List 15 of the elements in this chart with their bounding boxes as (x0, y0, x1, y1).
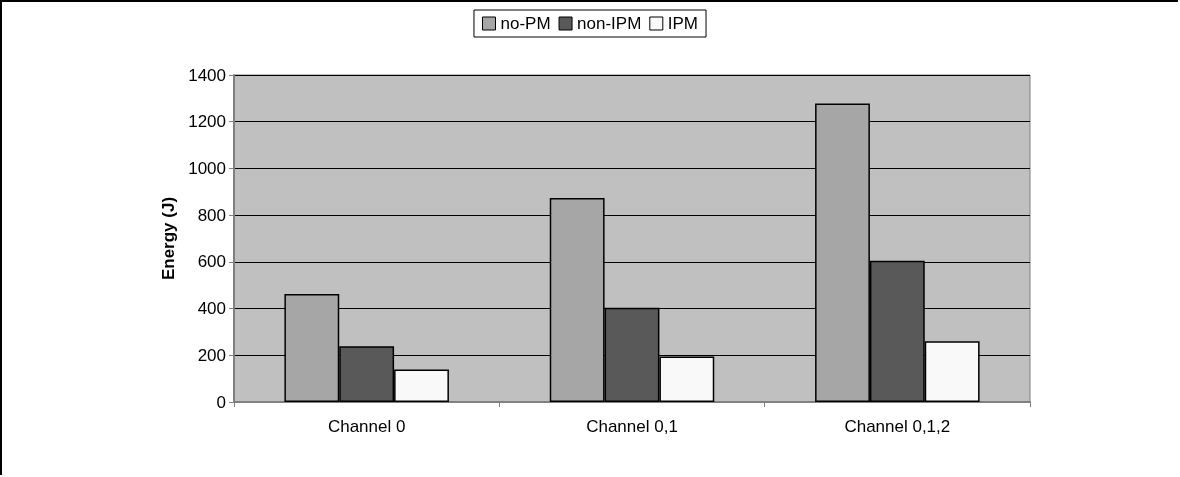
y-tick-label: 200 (197, 345, 226, 365)
y-axis-title: Energy (J) (159, 196, 179, 281)
legend-label: non-IPM (577, 14, 642, 33)
y-tick-label: 0 (216, 392, 226, 412)
x-tick-label: Channel 0 (327, 417, 406, 436)
y-tick-label: 800 (197, 205, 226, 225)
legend-label: IPM (667, 14, 699, 33)
x-tick-label: Channel 0,1,2 (844, 417, 951, 436)
x-tick-label: Channel 0,1 (586, 417, 678, 436)
y-tick-label: 400 (197, 299, 226, 319)
y-tick-label: 1000 (188, 158, 226, 178)
legend-label: no-PM (500, 14, 551, 33)
y-tick-label: 1200 (188, 112, 226, 132)
y-tick-label: 1400 (188, 65, 226, 85)
y-tick-label: 600 (197, 252, 226, 272)
